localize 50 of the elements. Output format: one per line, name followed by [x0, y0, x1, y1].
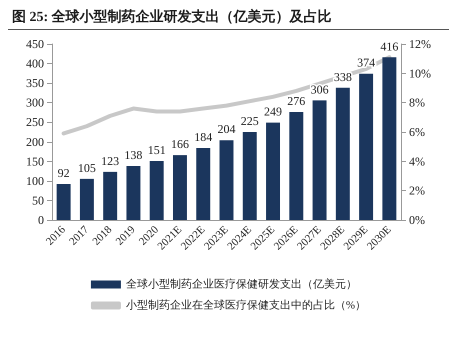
y-tick-label: 350	[26, 76, 44, 90]
bar	[172, 155, 187, 220]
y-tick-label: 250	[26, 115, 44, 130]
bar	[150, 160, 164, 220]
y-tick-label: 50	[32, 193, 44, 208]
y2-tick-label: 0%	[409, 213, 425, 227]
data-label: 338	[334, 70, 352, 84]
data-label: 184	[194, 130, 212, 144]
data-label: 138	[124, 148, 142, 162]
y2-tick-label: 2%	[409, 184, 425, 198]
bar	[359, 74, 374, 220]
data-label: 276	[287, 94, 306, 108]
bar	[220, 140, 234, 220]
y-tick-label: 150	[26, 154, 44, 168]
y-tick-label: 200	[26, 134, 44, 149]
data-label: 225	[240, 114, 259, 128]
bar	[126, 166, 140, 220]
data-label: 306	[310, 82, 329, 96]
bar	[289, 112, 304, 220]
chart-title: 图 25: 全球小型制药企业研发支出（亿美元）及占比	[8, 8, 449, 30]
y2-tick-label: 12%	[409, 37, 431, 51]
bar	[103, 172, 118, 220]
y-tick-label: 450	[26, 37, 44, 51]
bar	[266, 122, 280, 220]
data-label: 105	[78, 160, 96, 175]
bar	[56, 184, 71, 220]
bar	[196, 148, 210, 220]
data-label: 123	[101, 154, 120, 168]
bar	[312, 100, 327, 220]
data-label: 249	[264, 104, 282, 119]
y-tick-label: 100	[26, 174, 44, 188]
y2-tick-label: 6%	[409, 125, 425, 139]
y-tick-label: 0	[38, 213, 44, 227]
data-label: 151	[148, 142, 166, 157]
bar	[336, 88, 350, 220]
data-label: 92	[58, 166, 70, 180]
data-label: 374	[357, 56, 376, 70]
data-label: 204	[218, 122, 236, 136]
bar	[80, 178, 94, 220]
bar	[382, 57, 396, 220]
legend-label: 小型制药企业在全球医疗保健支出中的占比（%）	[126, 298, 366, 312]
data-label: 416	[380, 39, 398, 54]
y-tick-label: 300	[26, 96, 44, 110]
data-label: 166	[170, 137, 189, 152]
bar	[242, 132, 257, 220]
y2-tick-label: 10%	[409, 66, 431, 80]
y-tick-label: 400	[26, 56, 44, 71]
legend-label: 全球小型制药企业医疗保健研发支出（亿美元）	[126, 278, 357, 290]
y2-tick-label: 4%	[409, 154, 425, 168]
y2-tick-label: 8%	[409, 96, 425, 110]
